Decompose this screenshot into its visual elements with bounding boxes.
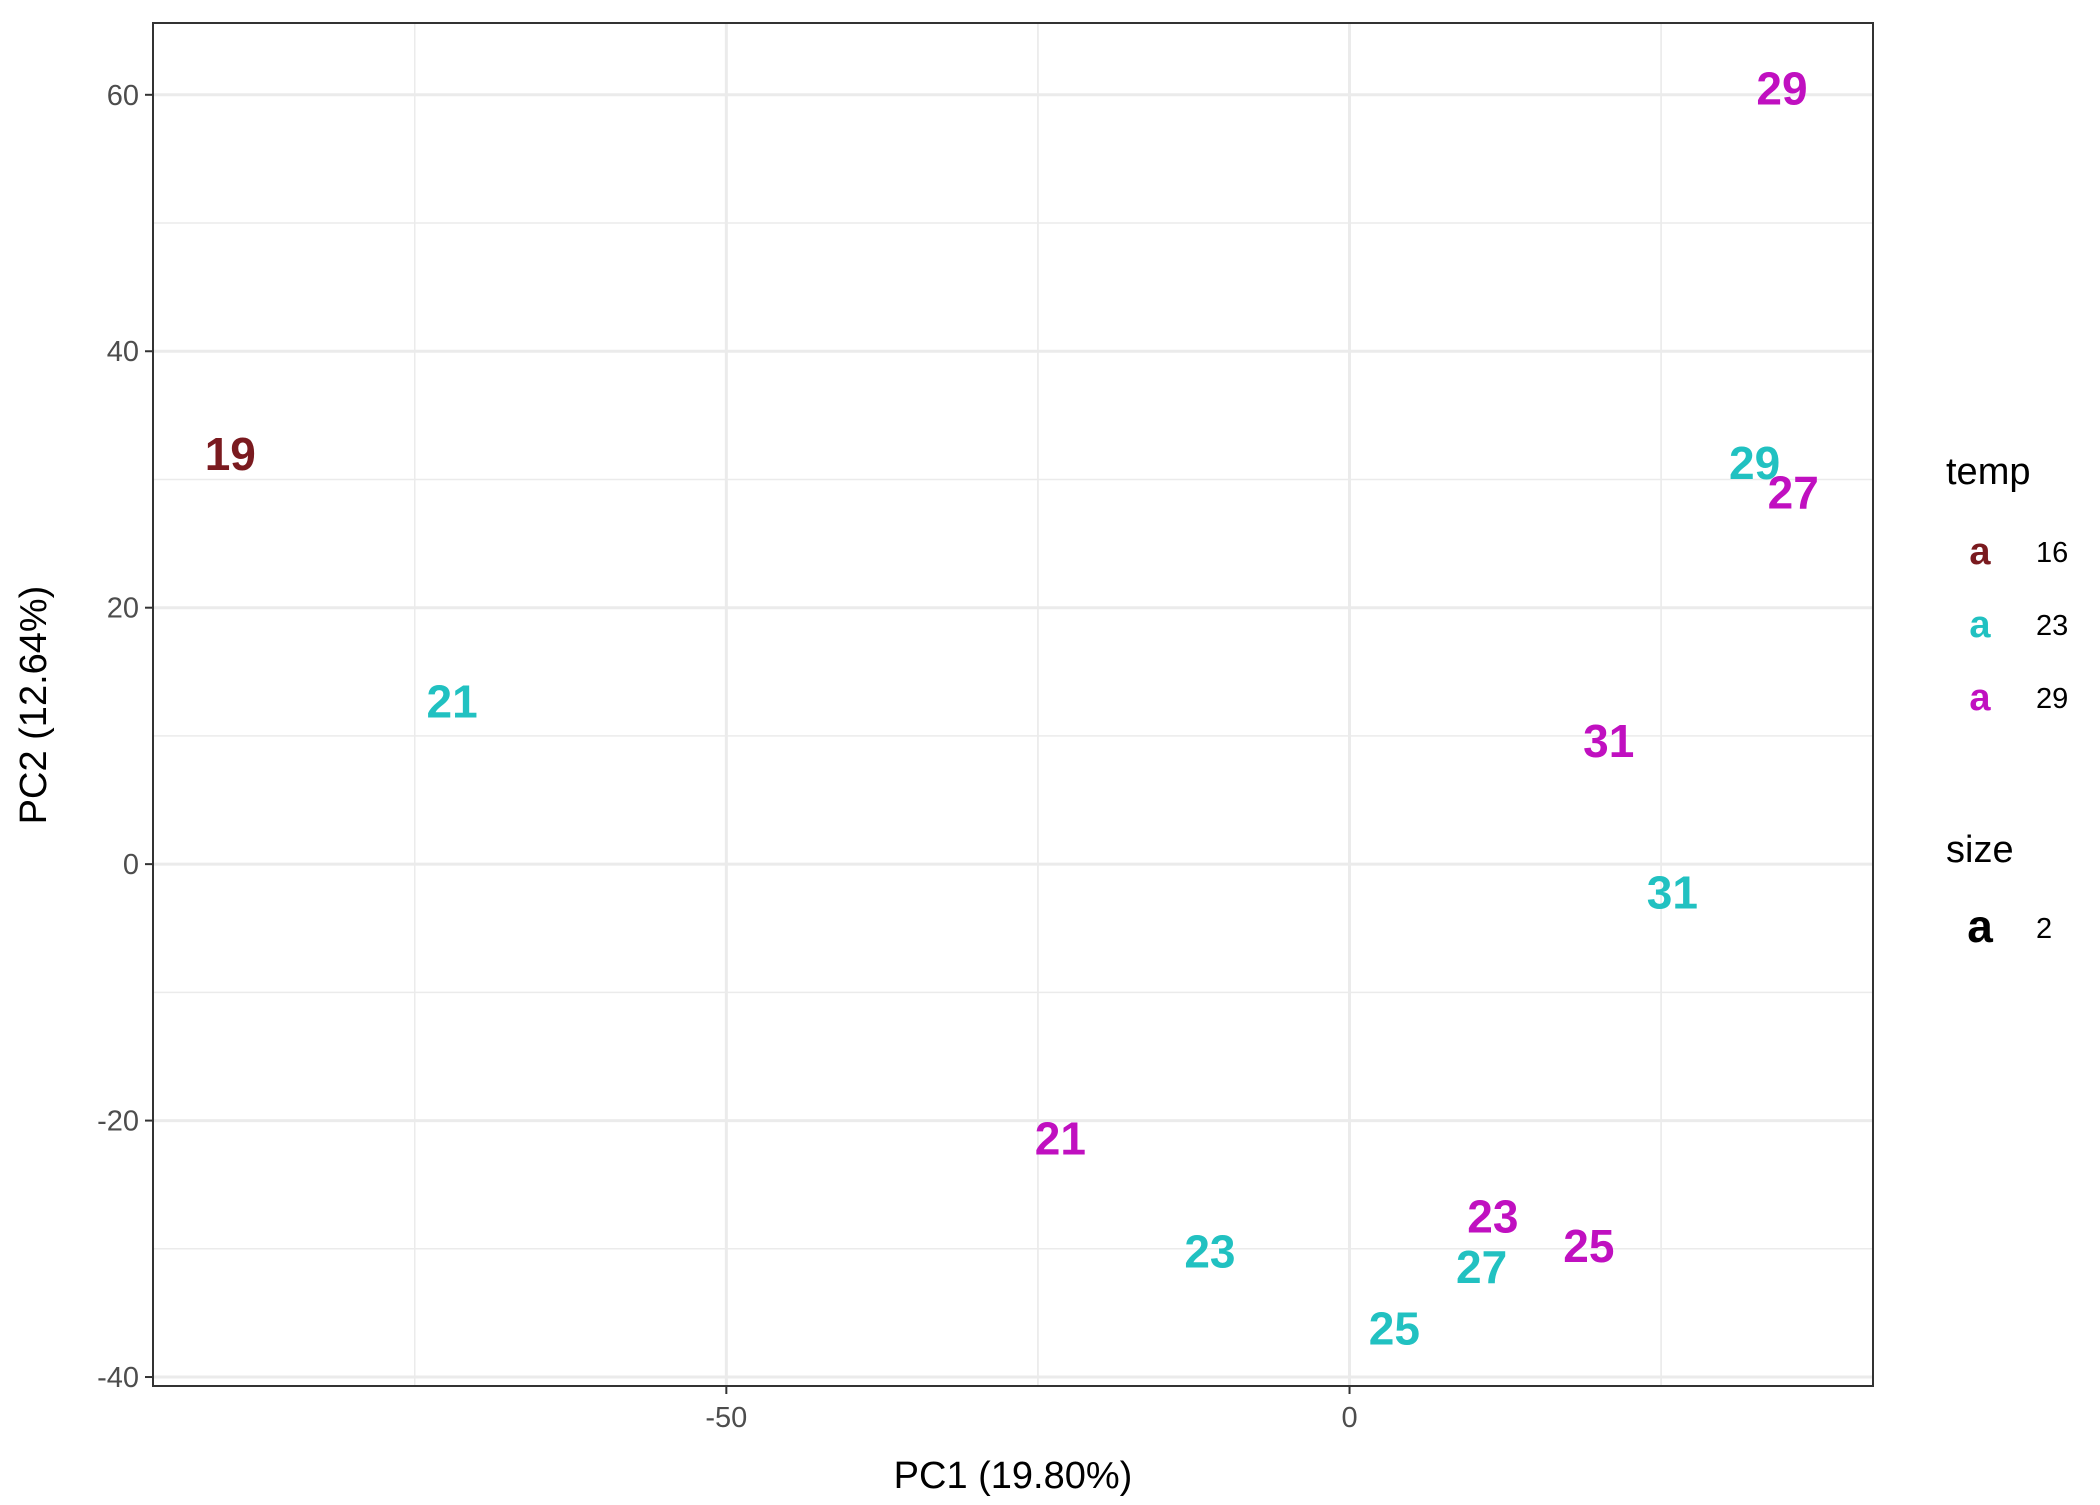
legend-key-glyph: a (1969, 604, 1991, 646)
legend-title-temp: temp (1946, 451, 2030, 493)
y-tick-label: 20 (107, 593, 139, 625)
data-point-label: 29 (1756, 62, 1807, 114)
legend-key-glyph: a (1969, 531, 1991, 573)
legend-key-glyph: a (1967, 900, 1993, 952)
y-tick-label: 40 (107, 336, 139, 368)
y-tick-label: -20 (97, 1106, 139, 1138)
data-point-label: 31 (1647, 866, 1698, 918)
data-point-label: 31 (1583, 715, 1634, 767)
y-axis-title: PC2 (12.64%) (13, 586, 55, 825)
data-point-label: 23 (1184, 1225, 1235, 1277)
x-axis: -50 0 (705, 1386, 1358, 1434)
legend-key-glyph: a (1969, 677, 1991, 719)
x-axis-title: PC1 (19.80%) (894, 1455, 1133, 1497)
legend-label: 23 (2036, 610, 2068, 642)
major-gridlines (153, 23, 1873, 1386)
data-point-label: 29 (1729, 437, 1780, 489)
x-tick-label: -50 (705, 1402, 747, 1434)
y-tick-label: 60 (107, 80, 139, 112)
legend-title-size: size (1946, 829, 2014, 871)
legend-label: 29 (2036, 683, 2068, 715)
legend-label: 2 (2036, 913, 2052, 945)
data-point-label: 27 (1768, 466, 1819, 518)
data-point-label: 25 (1563, 1220, 1614, 1272)
data-point-label: 23 (1467, 1191, 1518, 1243)
y-tick-label: 0 (123, 849, 139, 881)
plot-border (152, 22, 1874, 1387)
data-point-label: 21 (427, 675, 478, 727)
data-point-label: 25 (1369, 1302, 1420, 1354)
minor-gridlines (153, 23, 1873, 1386)
legend-label: 16 (2036, 537, 2068, 569)
legend-temp-items: a 16 a 23 a 29 (1969, 531, 2068, 719)
plot-panel (153, 23, 1873, 1386)
data-point-label: 27 (1456, 1241, 1507, 1293)
y-axis: -40 -20 0 20 40 60 (97, 80, 153, 1394)
data-point-label: 19 (205, 428, 256, 480)
data-point-label: 21 (1035, 1113, 1086, 1165)
y-tick-label: -40 (97, 1362, 139, 1394)
x-tick-label: 0 (1341, 1402, 1357, 1434)
